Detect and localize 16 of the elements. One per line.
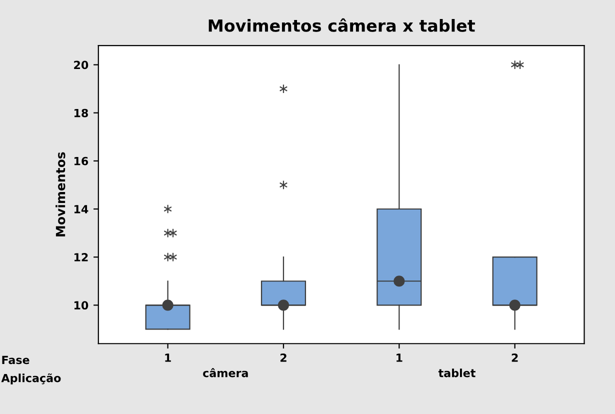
y-tick-label: 20: [74, 60, 88, 70]
text: Aplicação: [1, 373, 61, 384]
x-tick-label: 1: [165, 354, 171, 362]
y-tick-label: 16: [74, 156, 88, 166]
text: Fase: [2, 356, 30, 364]
y-tick-label: 14: [74, 205, 88, 214]
text: câmera: [203, 368, 248, 378]
y-tick-label: 12: [74, 253, 88, 262]
y-axis-title: Movimentos: [56, 152, 66, 236]
text: tablet: [438, 368, 476, 378]
x-tick-label: 2: [512, 354, 518, 362]
chart-title: Movimentos câmera x tablet: [208, 18, 475, 32]
x-tick-label: 2: [280, 354, 286, 362]
x-tick-label: 1: [396, 354, 402, 362]
y-tick-label: 10: [74, 301, 88, 310]
y-tick-label: 18: [74, 108, 88, 118]
